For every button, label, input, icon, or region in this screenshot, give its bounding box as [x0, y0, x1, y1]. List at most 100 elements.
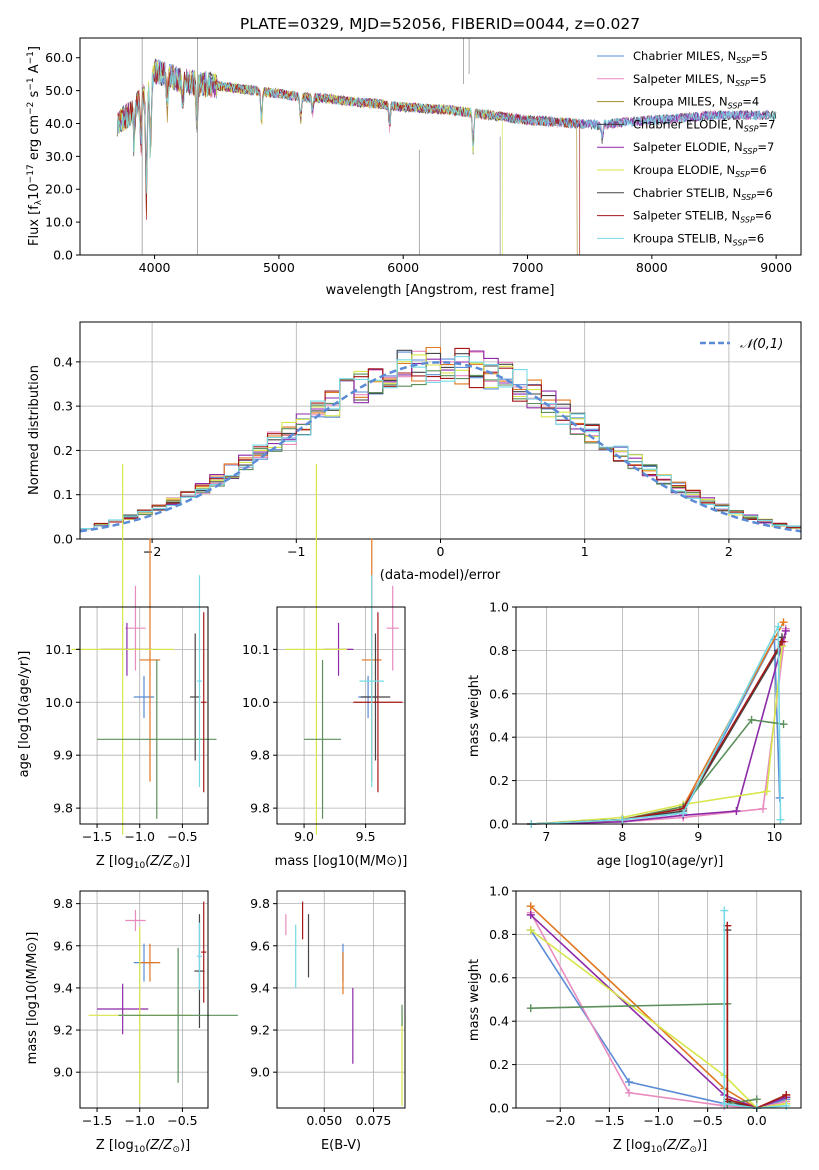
y-tick-label: 60.0	[45, 50, 73, 65]
legend-entry: Salpeter ELODIE, NSSP=7	[633, 140, 774, 156]
x-tick-label: −1.5	[82, 1113, 112, 1128]
plus-marker	[679, 809, 688, 818]
histogram-step	[80, 356, 801, 530]
y-tick-label: 50.0	[45, 83, 73, 98]
normal-legend-label: 𝒩(0,1)	[740, 337, 783, 352]
x-tick-label: −2.0	[545, 1113, 575, 1128]
legend-entry: Kroupa STELIB, NSSP=6	[633, 231, 764, 247]
massweight-vs-age-x-label: age [log10(age/yr)]	[597, 854, 724, 869]
age-vs-mass-panel: 9.0 9.5 9.8 9.8 10.0 10.1	[242, 464, 406, 844]
y-tick-label: 0.8	[489, 927, 509, 942]
x-tick-label: 5000	[263, 260, 295, 275]
plus-marker	[747, 715, 756, 724]
legend-model-name: Salpeter ELODIE, N	[633, 140, 743, 154]
residuals-y-label: Normed distribution	[27, 365, 42, 495]
plus-marker	[625, 1077, 634, 1086]
plus-marker	[618, 815, 627, 824]
y-tick-label: 0.4	[489, 730, 509, 745]
plus-marker	[782, 1090, 791, 1099]
plus-marker	[625, 1088, 634, 1097]
mass-vs-EBV-panel: 0.050 0.075 9.0 9.2 9.4 9.6 9.8	[250, 890, 406, 1128]
legend-model-name: Chabrier MILES, N	[633, 49, 736, 63]
legend-nssp: =6	[747, 231, 764, 245]
y-tick-label: 0.4	[489, 1014, 509, 1029]
legend-subscript: SSP	[741, 193, 756, 202]
x-tick-label: −1.5	[594, 1113, 624, 1128]
legend-entry: Kroupa MILES, NSSP=4	[633, 95, 759, 111]
legend-nssp: =5	[750, 72, 767, 86]
massweight-vs-age-y-label: mass weight	[467, 675, 482, 757]
mass-vs-EBV-x-label: E(B-V)	[321, 1138, 361, 1153]
y-tick-label: 9.8	[250, 748, 270, 763]
y-tick-label: 10.1	[45, 642, 73, 657]
legend-nssp: =5	[751, 49, 768, 63]
spectrum-line	[116, 60, 504, 256]
legend-model-name: Salpeter MILES, N	[633, 72, 735, 86]
x-tick-label: 4000	[139, 260, 171, 275]
legend-model-name: Kroupa ELODIE, N	[633, 163, 735, 177]
histogram-step	[80, 347, 801, 530]
age-vs-Z-x-label: Z [log10(Z/Z⊙)]	[96, 854, 190, 871]
x-tick-label: 7000	[512, 260, 544, 275]
plus-marker	[732, 806, 741, 815]
x-tick-label: 0	[437, 544, 445, 559]
legend-entry: Salpeter STELIB, NSSP=6	[633, 209, 772, 225]
spectrum-line	[116, 60, 776, 194]
legend-nssp: =7	[757, 140, 774, 154]
age-vs-mass-x-label: mass [log10(M/M⊙)]	[275, 854, 408, 869]
plot-frame	[515, 606, 802, 825]
y-tick-label: 0.8	[489, 643, 509, 658]
y-tick-label: 9.0	[53, 1065, 73, 1080]
legend-entry: Kroupa ELODIE, NSSP=6	[633, 163, 767, 179]
massweight-line	[531, 621, 785, 825]
x-tick-label: −2	[143, 544, 161, 559]
y-tick-label: 0.6	[489, 686, 509, 701]
massweight-vs-age-panel: 7 8 9 10 0.0 0.2 0.4 0.6 0.8 1.0	[489, 600, 802, 844]
plus-marker	[781, 626, 790, 635]
x-tick-label: 0.050	[306, 1113, 342, 1128]
massweight-vs-Z-y-label: mass weight	[467, 959, 482, 1041]
legend-nssp: =4	[742, 95, 759, 109]
y-tick-label: 9.8	[250, 801, 270, 816]
grid	[80, 891, 208, 1108]
y-tick-label: 9.2	[53, 1023, 73, 1038]
legend-nssp: =7	[759, 117, 776, 131]
plus-marker	[720, 1099, 729, 1108]
legend-entry: Chabrier ELODIE, NSSP=7	[633, 117, 775, 133]
y-tick-label: 0.1	[53, 487, 73, 502]
legend-model-name: Chabrier STELIB, N	[633, 186, 741, 200]
legend-nssp: =6	[755, 209, 772, 223]
residuals-x-label: (data-model)/error	[380, 568, 501, 583]
legend-subscript: SSP	[733, 238, 748, 247]
grid	[277, 607, 405, 824]
x-tick-label: −1	[287, 544, 305, 559]
histogram-step	[80, 370, 801, 530]
x-tick-label: 0.075	[356, 1113, 392, 1128]
y-tick-label: 0.4	[53, 354, 73, 369]
y-tick-label: 10.0	[242, 695, 270, 710]
legend-subscript: SSP	[743, 147, 758, 156]
legend-subscript: SSP	[735, 79, 750, 88]
legend-entry: Salpeter MILES, NSSP=5	[633, 72, 767, 88]
age-vs-Z-y-label: age [log10(age/yr)]	[17, 651, 32, 778]
x-tick-label: −0.5	[167, 829, 197, 844]
y-tick-label: 9.8	[53, 896, 73, 911]
x-tick-label: 1	[581, 544, 589, 559]
plus-marker	[779, 720, 788, 729]
y-tick-label: 9.6	[250, 938, 270, 953]
legend-subscript: SSP	[744, 124, 759, 133]
histogram-step	[80, 346, 801, 530]
grid	[277, 891, 405, 1108]
y-tick-label: 9.8	[53, 801, 73, 816]
plus-marker	[774, 622, 783, 631]
massweight-line	[530, 929, 787, 1109]
histogram-step	[80, 354, 801, 530]
y-tick-label: 9.4	[53, 980, 73, 995]
x-tick-label: −1.0	[125, 829, 155, 844]
x-tick-label: 2	[725, 544, 733, 559]
plus-marker	[526, 902, 535, 911]
y-tick-label: 9.4	[250, 980, 270, 995]
x-tick-label: −0.5	[692, 1113, 722, 1128]
